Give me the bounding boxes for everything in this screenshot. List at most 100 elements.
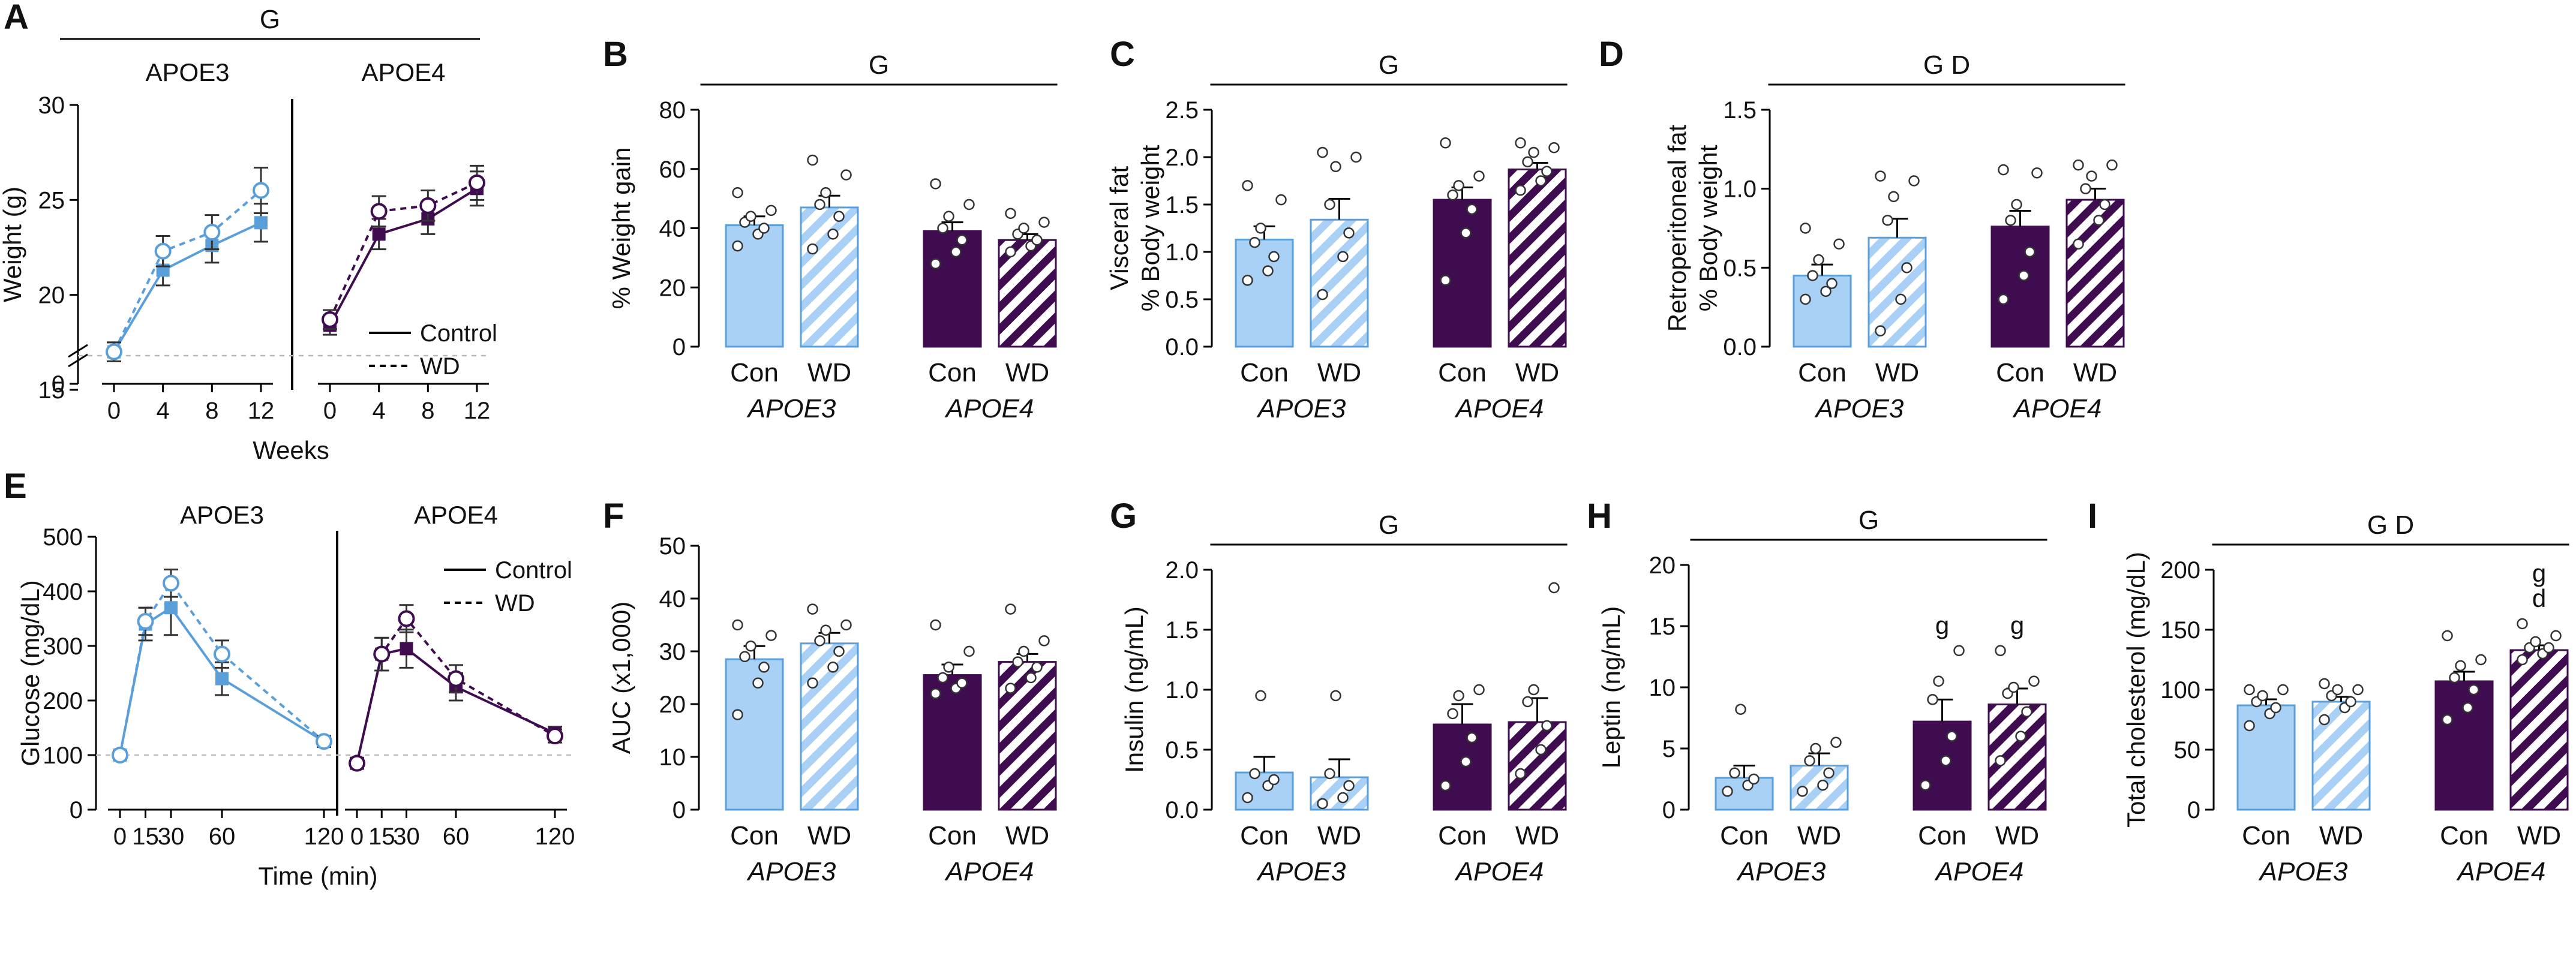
data-point (1810, 742, 1821, 754)
data-point (398, 610, 415, 627)
data-point (1018, 223, 1029, 234)
y-tick-label: 10 (1649, 675, 1676, 701)
data-point (1722, 786, 1733, 797)
panel-g: 0.0 0.5 1.0 1.5 2.0 Insulin (ng/mL) Con WD Con WD… (1120, 510, 1568, 886)
data-point (2543, 642, 2554, 654)
genotype-label: APOE4 (2456, 857, 2546, 886)
x-tick-label: Con (1438, 358, 1487, 387)
data-point (1324, 768, 1335, 780)
bar (800, 206, 859, 348)
data-point (1998, 164, 2009, 176)
legend-label-wd: WD (495, 590, 535, 617)
data-point (1242, 180, 1253, 191)
significance-label: G D (2367, 510, 2414, 540)
data-point (827, 662, 839, 673)
data-point (1548, 582, 1560, 594)
data-point (2106, 159, 2118, 171)
data-point (1875, 170, 1886, 182)
y-axis-label: AUC (x1,000) (607, 602, 635, 754)
data-point (2099, 199, 2110, 211)
genotype-label: APOE4 (1934, 857, 2024, 886)
data-point (1330, 690, 1341, 702)
significance-label: G (260, 5, 280, 34)
data-point (1005, 208, 1016, 220)
data-point (765, 205, 777, 217)
data-point (732, 187, 743, 199)
significance-letter: g (1935, 611, 1949, 639)
y-tick-label: 200 (2160, 557, 2200, 584)
data-point (370, 203, 388, 220)
y-tick-label: 1.0 (1165, 239, 1199, 266)
data-point (2005, 215, 2016, 226)
data-point (2244, 720, 2255, 732)
y-tick-label: 500 (43, 524, 83, 551)
data-point (2073, 159, 2084, 171)
data-point (106, 343, 122, 360)
y-tick-label: 0 (1662, 797, 1676, 823)
data-point (1522, 696, 1533, 708)
data-point (937, 223, 948, 234)
data-point (1466, 203, 1478, 215)
x-tick-label: WD (1995, 821, 2039, 850)
x-tick-label: 120 (535, 823, 575, 850)
data-point (2093, 215, 2104, 226)
data-point (2442, 630, 2453, 642)
data-point (2462, 702, 2473, 714)
genotype-label: APOE4 (1454, 394, 1544, 423)
data-point (758, 662, 770, 673)
data-point (1343, 780, 1355, 792)
x-tick-label: WD (1515, 821, 1559, 850)
data-point (765, 630, 777, 641)
data-point (1946, 730, 1957, 742)
data-point (807, 677, 818, 689)
axis-break (68, 344, 88, 358)
data-point (1005, 603, 1016, 615)
data-point (1262, 265, 1274, 276)
data-point (1920, 779, 1931, 791)
data-point (1317, 288, 1328, 300)
data-point (1453, 180, 1464, 191)
panel-f: 0 10 20 30 40 50 AUC (x1,000) Con WD Con WD APOE3 AP… (607, 533, 1057, 886)
panel-label-i: I (2088, 497, 2097, 536)
panel-label-h: H (1587, 497, 1612, 536)
data-point (807, 154, 818, 166)
y-tick-label: 0.5 (1723, 255, 1757, 281)
significance-label: G (1859, 506, 1879, 535)
genotype-label: APOE4 (2012, 394, 2102, 423)
data-point (1515, 185, 1526, 196)
data-point (2332, 684, 2343, 696)
data-point (1249, 768, 1260, 780)
data-point (1268, 774, 1280, 786)
y-tick-label: 2.0 (1165, 145, 1199, 171)
genotype-label: APOE3 (1736, 857, 1826, 886)
data-point (1927, 694, 1938, 705)
data-point (1242, 792, 1253, 804)
y-tick-label: 40 (659, 216, 686, 242)
data-point (1038, 635, 1050, 647)
data-point (2319, 714, 2330, 726)
genotype-label: APOE3 (1814, 394, 1904, 423)
series-line (113, 221, 262, 353)
data-point (930, 619, 941, 631)
bar (1235, 771, 1294, 811)
data-point (2468, 684, 2479, 696)
data-point (1440, 275, 1451, 286)
data-point (448, 670, 464, 687)
y-tick-label: 1.5 (1165, 192, 1199, 218)
data-point (154, 242, 172, 260)
y-axis-label: Weight (g) (0, 187, 26, 302)
series-line (113, 189, 262, 353)
bar (1433, 723, 1492, 811)
genotype-label: APOE4 (1454, 857, 1544, 886)
x-tick-label: WD (1797, 821, 1841, 850)
data-point (1447, 708, 1458, 720)
data-point (1528, 684, 1539, 696)
data-point (1535, 744, 1547, 756)
y-tick-label: 100 (43, 742, 83, 769)
x-tick-label: WD (807, 358, 851, 387)
panel-label-c: C (1110, 35, 1135, 74)
data-point (1535, 175, 1547, 187)
x-tick-label: WD (1875, 358, 1919, 387)
